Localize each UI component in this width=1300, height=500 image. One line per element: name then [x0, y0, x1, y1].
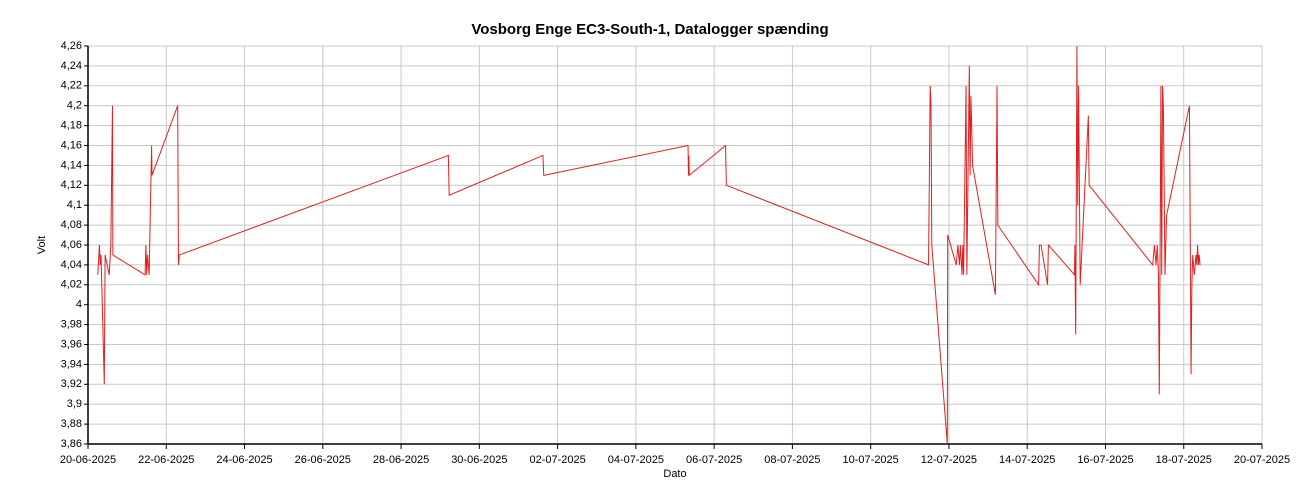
- x-tick-label: 22-06-2025: [138, 454, 194, 466]
- y-tick-label: 3,94: [61, 358, 82, 370]
- x-tick-label: 26-06-2025: [295, 454, 351, 466]
- x-tick-label: 02-07-2025: [529, 454, 585, 466]
- y-tick-label: 4,26: [61, 40, 82, 52]
- y-tick-label: 4,02: [61, 279, 82, 291]
- chart-title: Vosborg Enge EC3-South-1, Datalogger spæ…: [471, 21, 828, 38]
- x-tick-label: 28-06-2025: [373, 454, 429, 466]
- y-tick-label: 3,88: [61, 418, 82, 430]
- y-tick-label: 4,14: [61, 159, 82, 171]
- y-tick-label: 4,12: [61, 179, 82, 191]
- y-tick-label: 4,24: [61, 60, 82, 72]
- y-tick-label: 4,22: [61, 80, 82, 92]
- y-tick-label: 4,08: [61, 219, 82, 231]
- x-tick-label: 24-06-2025: [216, 454, 272, 466]
- x-tick-label: 04-07-2025: [608, 454, 664, 466]
- y-tick-label: 4: [76, 299, 82, 311]
- y-tick-label: 3,96: [61, 338, 82, 350]
- y-tick-label: 4,2: [67, 100, 82, 112]
- x-tick-label: 20-07-2025: [1234, 454, 1290, 466]
- y-tick-label: 3,92: [61, 378, 82, 390]
- x-tick-label: 10-07-2025: [843, 454, 899, 466]
- y-tick-label: 4,18: [61, 120, 82, 132]
- x-tick-label: 20-06-2025: [60, 454, 116, 466]
- x-tick-label: 18-07-2025: [1156, 454, 1212, 466]
- x-tick-label: 16-07-2025: [1077, 454, 1133, 466]
- y-tick-label: 3,9: [67, 398, 82, 410]
- y-axis-label: Volt: [36, 236, 48, 254]
- y-tick-label: 4,16: [61, 139, 82, 151]
- x-tick-label: 06-07-2025: [686, 454, 742, 466]
- y-tick-label: 4,06: [61, 239, 82, 251]
- y-tick-label: 4,1: [67, 199, 82, 211]
- x-tick-label: 12-07-2025: [921, 454, 977, 466]
- y-tick-label: 3,86: [61, 438, 82, 450]
- y-tick-label: 4,04: [61, 259, 82, 271]
- x-tick-label: 30-06-2025: [451, 454, 507, 466]
- x-tick-label: 08-07-2025: [764, 454, 820, 466]
- y-tick-label: 3,98: [61, 319, 82, 331]
- x-tick-label: 14-07-2025: [999, 454, 1055, 466]
- data-line: [97, 45, 1201, 445]
- x-axis-label: Dato: [663, 468, 686, 480]
